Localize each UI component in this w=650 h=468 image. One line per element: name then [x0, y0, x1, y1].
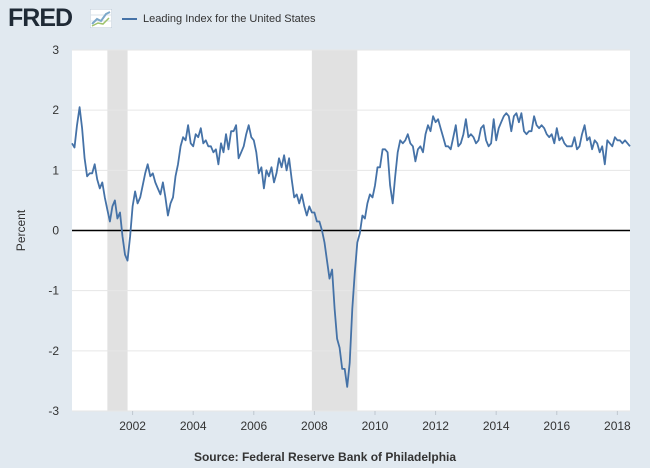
x-tick-label: 2016 [543, 419, 570, 433]
y-tick-label: -3 [48, 404, 59, 418]
x-tick-label: 2012 [422, 419, 449, 433]
legend[interactable]: Leading Index for the United States [122, 11, 315, 27]
fred-logo[interactable]: FRED [8, 4, 73, 32]
y-tick-label: 0 [52, 224, 59, 238]
x-tick-label: 2006 [240, 419, 267, 433]
y-axis-label: Percent [14, 209, 28, 251]
x-tick-label: 2002 [119, 419, 146, 433]
y-tick-label: 1 [52, 163, 59, 177]
x-tick-label: 2018 [604, 419, 631, 433]
x-tick-label: 2008 [301, 419, 328, 433]
y-tick-label: 2 [52, 103, 59, 117]
legend-label: Leading Index for the United States [143, 13, 316, 25]
series-line [71, 106, 631, 388]
y-tick-label: 3 [52, 43, 59, 57]
x-tick-label: 2014 [483, 419, 510, 433]
trend-graph-icon [90, 9, 112, 28]
source-note: Source: Federal Reserve Bank of Philadel… [193, 450, 457, 464]
x-tick-label: 2004 [180, 419, 207, 433]
chart-header: FRED Leading Index for the United States [0, 0, 650, 40]
y-tick-label: -2 [48, 344, 59, 358]
x-tick-label: 2010 [362, 419, 389, 433]
y-tick-label: -1 [48, 284, 59, 298]
legend-swatch [122, 18, 137, 20]
